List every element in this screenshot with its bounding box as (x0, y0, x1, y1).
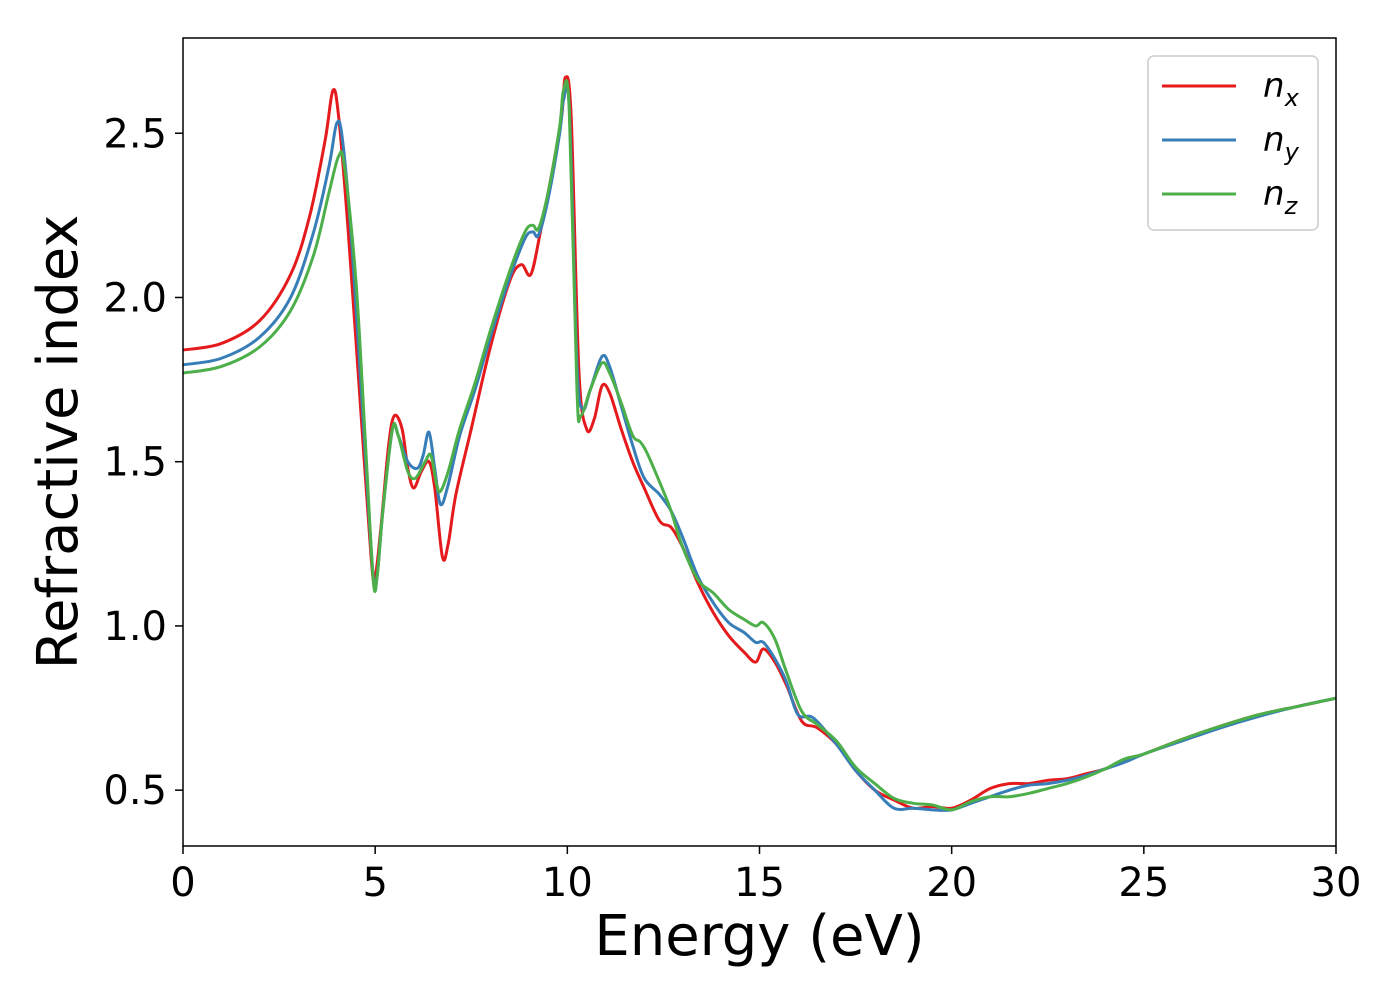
series-line-nz (183, 79, 1336, 812)
y-tick-label: 2.5 (103, 111, 167, 157)
legend-label-nx: nx (1263, 66, 1300, 112)
x-tick-label: 20 (926, 860, 977, 906)
y-axis: 0.5 1.0 1.5 2.0 2.5 (103, 111, 183, 814)
legend-box (1147, 55, 1319, 231)
legend-label-nz: nz (1263, 174, 1299, 220)
y-tick-label: 0.5 (103, 768, 167, 814)
y-tick-label: 1.5 (103, 440, 167, 486)
x-tick-label: 5 (362, 860, 387, 906)
x-axis: 0 5 10 15 20 25 30 (170, 846, 1361, 906)
y-tick-label: 1.0 (103, 604, 167, 650)
legend-label-ny: ny (1263, 120, 1300, 166)
y-axis-label: Refractive index (26, 215, 91, 670)
y-tick-label: 2.0 (103, 275, 167, 321)
x-tick-label: 25 (1118, 860, 1169, 906)
series-lines (183, 75, 1336, 812)
legend: nx ny nz (1147, 55, 1319, 231)
x-axis-label: Energy (eV) (594, 904, 924, 969)
x-tick-label: 10 (542, 860, 593, 906)
x-tick-label: 30 (1311, 860, 1362, 906)
x-tick-label: 0 (170, 860, 195, 906)
x-tick-label: 15 (734, 860, 785, 906)
